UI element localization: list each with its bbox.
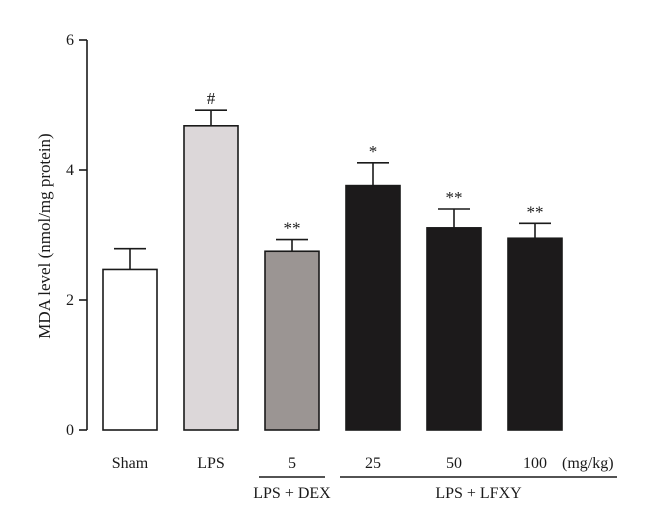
category-label: LPS	[197, 455, 225, 472]
category-label: 50	[446, 455, 462, 472]
axes: 0 2 4 6	[66, 32, 88, 439]
bar	[102, 268, 158, 431]
group-labels: LPS + DEX LPS + LFXY	[253, 476, 617, 502]
y-tick-label: 2	[66, 292, 74, 309]
category-label: Sham	[112, 455, 149, 472]
significance-label: **	[446, 188, 463, 207]
group-label: LPS + LFXY	[435, 485, 522, 502]
group-label: LPS + DEX	[253, 485, 331, 502]
y-tick-label: 4	[66, 162, 74, 179]
bar	[183, 125, 239, 431]
unit-label: (mg/kg)	[562, 455, 614, 472]
bar	[345, 184, 401, 431]
y-tick-label: 0	[66, 422, 74, 439]
bar	[426, 227, 482, 431]
bars: #*******	[102, 89, 563, 431]
significance-label: *	[369, 142, 378, 161]
category-label: 5	[288, 455, 296, 472]
significance-label: #	[207, 89, 216, 108]
significance-label: **	[284, 219, 301, 238]
bar	[507, 237, 563, 431]
significance-label: **	[527, 202, 544, 221]
y-tick-label: 6	[66, 32, 74, 49]
category-label: 100	[523, 455, 547, 472]
y-axis-label: MDA level (nmol/mg protein)	[35, 133, 54, 338]
bar	[264, 250, 320, 431]
category-label: 25	[365, 455, 381, 472]
category-labels: Sham LPS 5 25 50 100 (mg/kg)	[112, 455, 614, 472]
